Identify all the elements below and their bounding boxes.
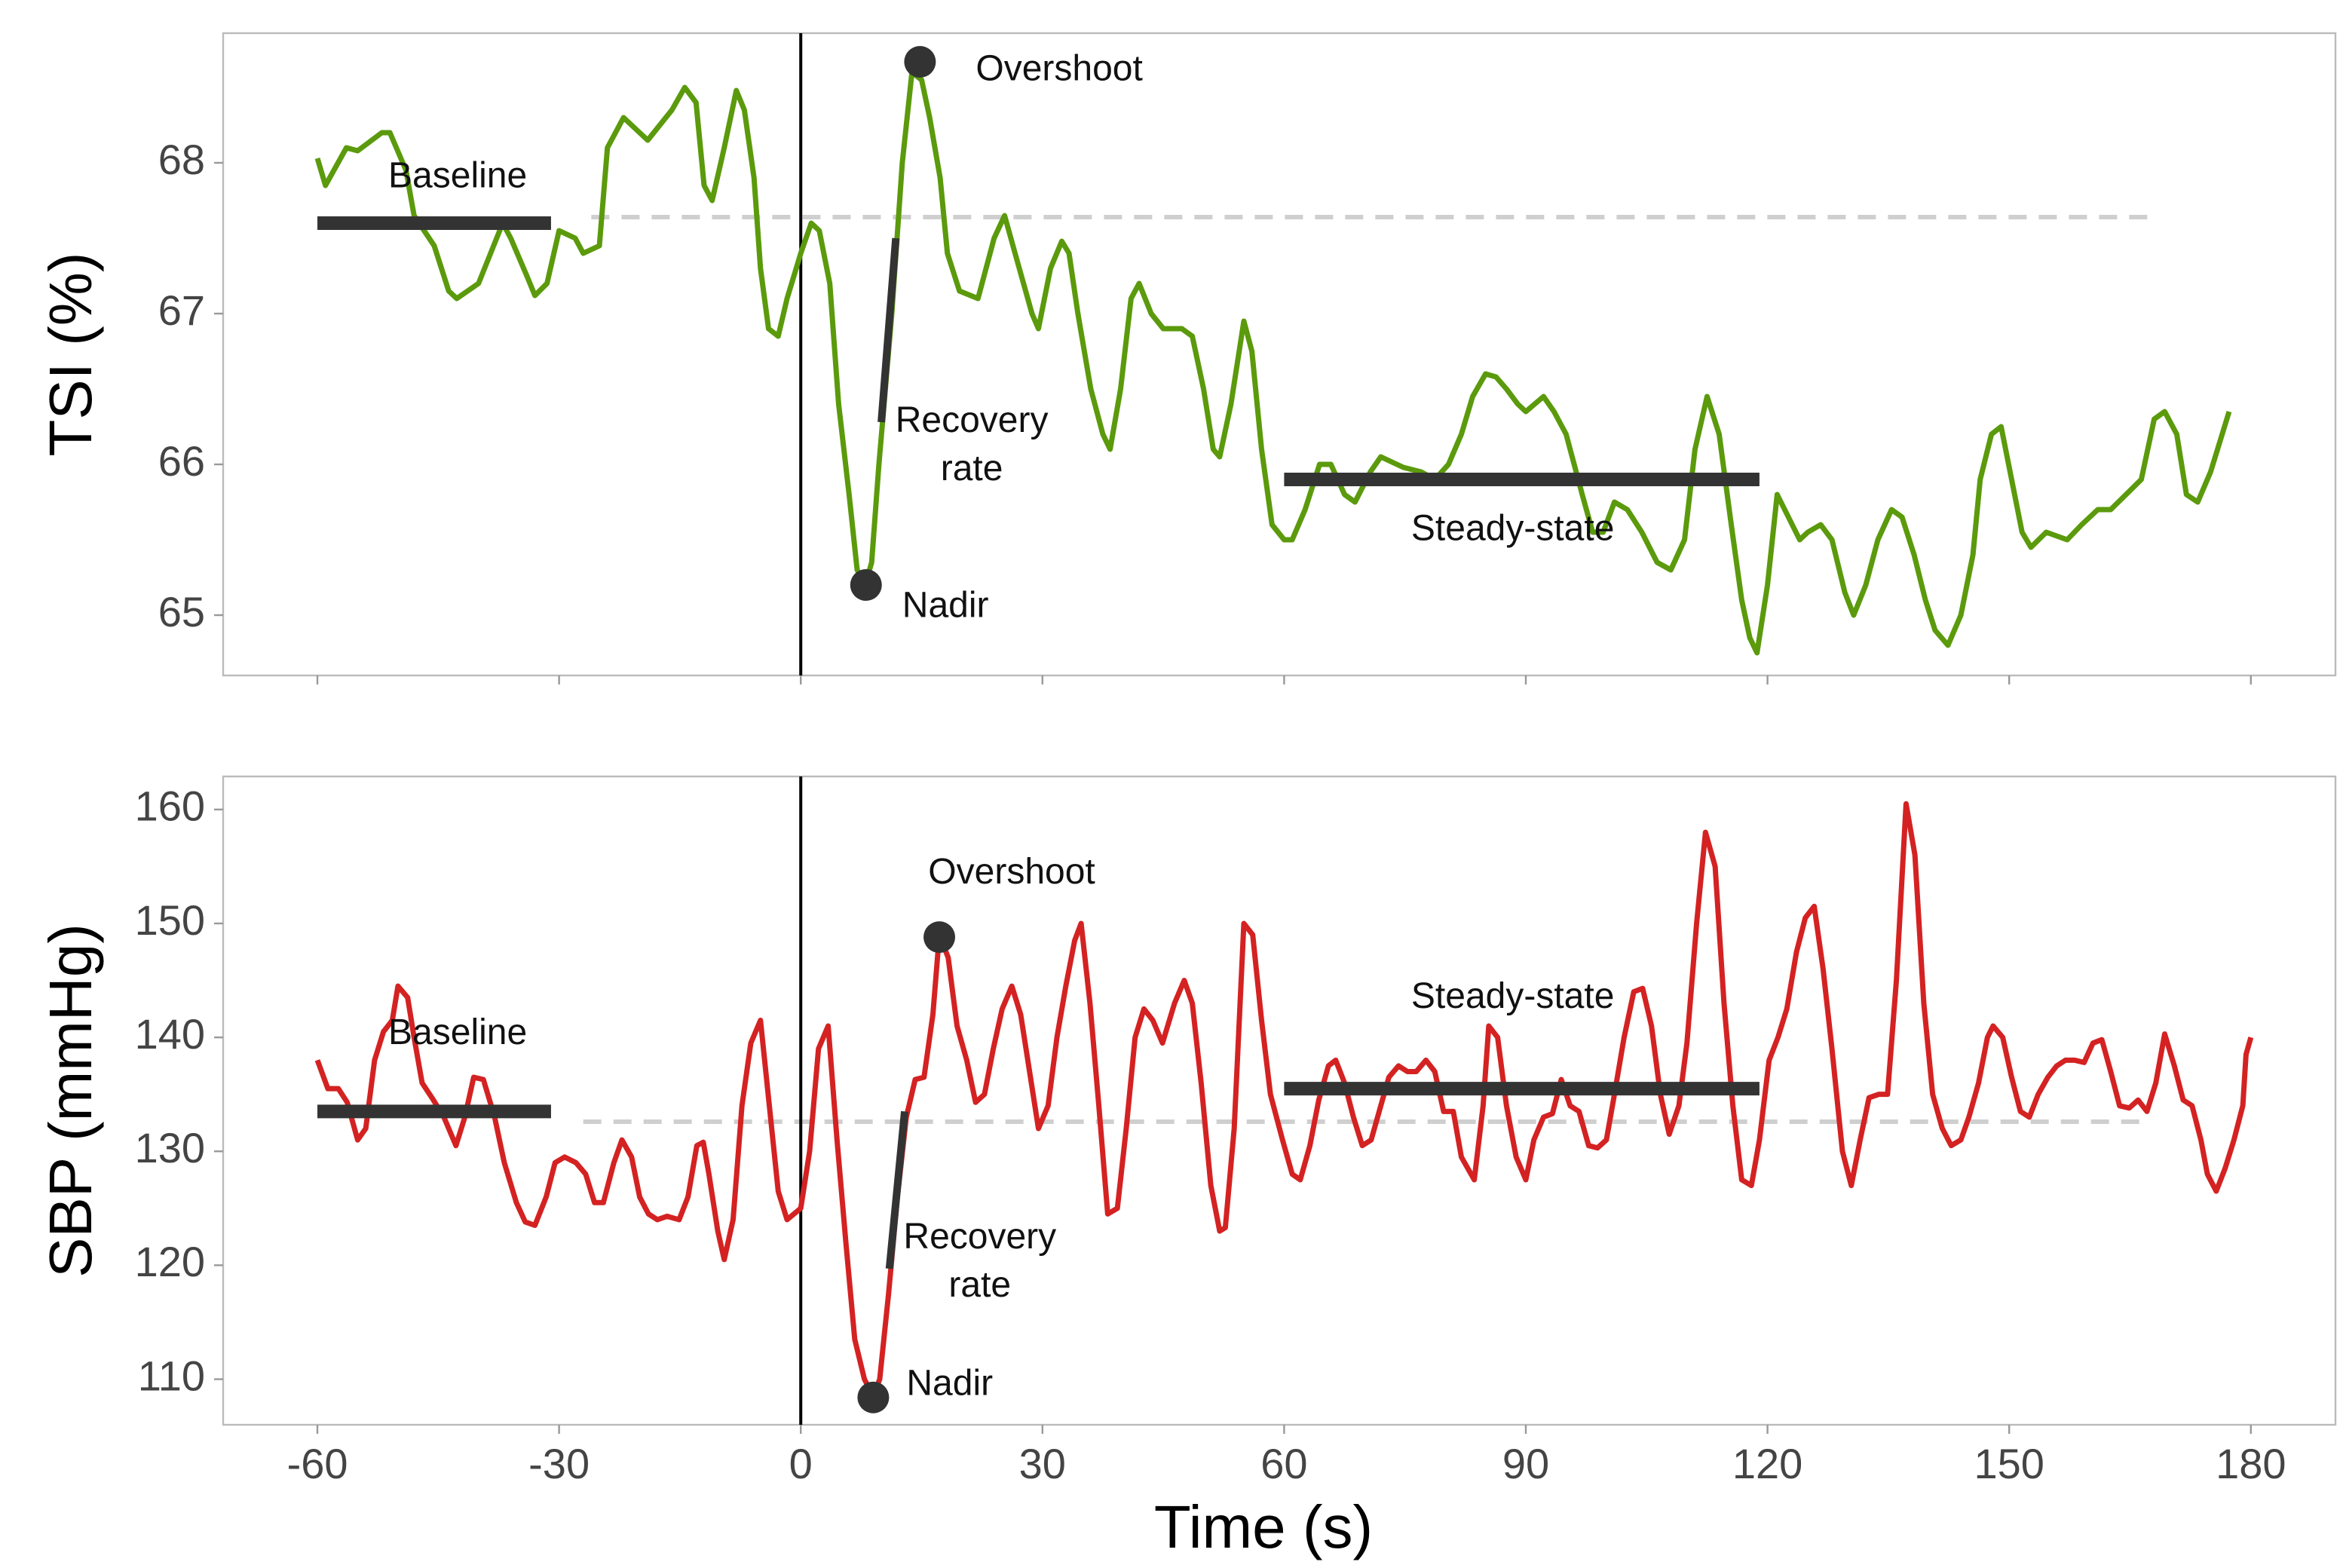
annotation: Baseline: [388, 1012, 527, 1052]
y-tick-label: 150: [135, 896, 205, 944]
y-axis-title: SBP (mmHg): [37, 923, 104, 1278]
annotation: Nadir: [906, 1363, 993, 1403]
y-tick-label: 140: [135, 1010, 205, 1058]
y-tick-label: 120: [135, 1238, 205, 1285]
annotation: Overshoot: [928, 852, 1095, 892]
x-tick-label: -60: [287, 1440, 348, 1487]
recovery-slope: [877, 237, 900, 423]
x-tick-label: 30: [1019, 1440, 1066, 1487]
recovery-slope: [885, 1110, 909, 1269]
marker-point: [923, 921, 956, 954]
annotation: Baseline: [388, 156, 527, 196]
annotation: Steady-state: [1411, 976, 1614, 1016]
x-tick-label: 90: [1502, 1440, 1549, 1487]
y-tick-label: 67: [158, 286, 205, 334]
x-tick-label: 150: [1974, 1440, 2044, 1487]
annotation: Recovery rate: [903, 1217, 1056, 1305]
x-tick-label: -30: [528, 1440, 590, 1487]
y-tick-label: 68: [158, 136, 205, 183]
marker-point: [857, 1381, 890, 1413]
x-axis-title: Time (s): [1154, 1493, 1373, 1560]
y-tick-label: 160: [135, 782, 205, 830]
y-tick-label: 65: [158, 588, 205, 635]
marker-point: [904, 46, 936, 78]
marker-point: [850, 569, 882, 601]
annotation: Steady-state: [1411, 509, 1614, 549]
data-line: [314, 801, 2254, 1399]
x-tick-label: 60: [1260, 1440, 1307, 1487]
y-tick-label: 130: [135, 1124, 205, 1171]
annotation: Overshoot: [975, 49, 1142, 89]
y-tick-label: 66: [158, 437, 205, 485]
y-tick-label: 110: [138, 1352, 205, 1399]
y-axis-title: TSI (%): [37, 252, 104, 456]
x-tick-label: 120: [1732, 1440, 1802, 1487]
annotation: Nadir: [902, 586, 989, 626]
plot-frame: [222, 775, 2337, 1426]
data-line: [314, 69, 2232, 656]
plot-frame: [222, 32, 2337, 677]
x-tick-label: 0: [789, 1440, 813, 1487]
x-tick-label: 180: [2216, 1440, 2286, 1487]
annotation: Recovery rate: [896, 400, 1049, 488]
